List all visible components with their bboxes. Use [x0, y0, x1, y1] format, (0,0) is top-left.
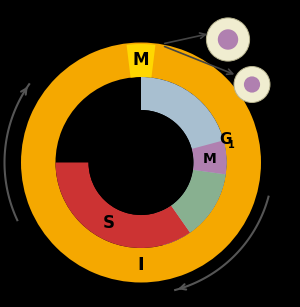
Wedge shape: [127, 44, 155, 78]
Text: M: M: [133, 51, 149, 69]
Wedge shape: [56, 162, 190, 248]
Text: S: S: [103, 214, 115, 232]
Text: 1: 1: [228, 140, 235, 150]
Circle shape: [206, 18, 250, 61]
Text: G: G: [219, 133, 231, 147]
Text: I: I: [138, 256, 144, 274]
Circle shape: [234, 67, 270, 103]
Wedge shape: [21, 42, 261, 282]
Text: G: G: [65, 117, 77, 130]
Text: 2: 2: [74, 124, 80, 134]
Wedge shape: [141, 77, 226, 245]
Circle shape: [244, 76, 260, 93]
Wedge shape: [171, 170, 226, 232]
Circle shape: [88, 110, 194, 215]
Circle shape: [218, 29, 238, 50]
Text: M: M: [203, 152, 217, 166]
Wedge shape: [192, 140, 226, 174]
